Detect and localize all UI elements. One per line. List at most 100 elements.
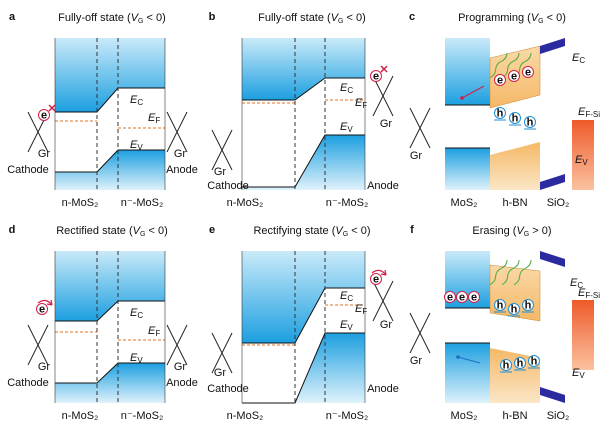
title-subscript: G: [524, 231, 529, 238]
photon-wave: [501, 260, 520, 286]
conduction-band: [55, 87, 165, 113]
energy-subscript: F: [155, 329, 160, 338]
energy-subscript: F-Si: [585, 110, 600, 119]
panel-letter: e: [209, 224, 215, 236]
energy-symbol: E: [148, 112, 156, 124]
title-text: Rectified state (: [56, 225, 133, 237]
region-label: h-BN: [502, 410, 527, 422]
blocked-mark: [380, 65, 388, 73]
energy-label: EC: [570, 277, 583, 290]
anode-label: Anode: [367, 383, 399, 395]
title-subscript: G: [140, 231, 145, 238]
energy-symbol: E: [572, 367, 580, 379]
conduction-region: [55, 251, 165, 321]
energy-symbol: E: [130, 94, 138, 106]
carrier-label: e: [459, 291, 465, 303]
energy-subscript: C: [137, 98, 143, 107]
title-variable: V: [331, 12, 340, 24]
title-text: Erasing (: [472, 225, 516, 237]
energy-label: EF: [148, 325, 160, 338]
energy-symbol: E: [130, 307, 138, 319]
conduction-region: [55, 38, 165, 112]
electrode-label: Gr: [380, 319, 393, 331]
carrier-label: e: [471, 291, 477, 303]
hbn-valence: [490, 142, 540, 190]
panel-title: Erasing (VG > 0): [472, 225, 551, 238]
si-region: [572, 120, 594, 190]
carrier-label: h: [525, 299, 532, 311]
energy-subscript: F: [155, 116, 160, 125]
energy-symbol: E: [578, 106, 586, 118]
region-label: n⁻-MoS₂: [121, 197, 163, 209]
energy-label: EC: [572, 52, 585, 65]
sio2-band: [540, 174, 565, 190]
energy-symbol: E: [355, 303, 363, 315]
panel-letter: f: [410, 224, 414, 236]
title-text: Rectifying state (: [253, 225, 335, 237]
energy-subscript: C: [579, 56, 585, 65]
carrier-label: e: [525, 66, 531, 78]
energy-symbol: E: [578, 287, 586, 299]
photon-wave: [501, 53, 520, 79]
energy-subscript: C: [137, 311, 143, 320]
region-label: n⁻-MoS₂: [326, 197, 368, 209]
transfer-arrow: [37, 299, 53, 306]
energy-label: EC: [340, 290, 353, 303]
title-variable: V: [335, 225, 344, 237]
title-subscript: G: [343, 231, 348, 238]
carrier-label: h: [517, 357, 524, 369]
carrier: [522, 299, 534, 311]
electrode-label: Gr: [410, 355, 423, 367]
graphene-cross: [372, 75, 394, 117]
energy-label: EF-Si: [578, 106, 600, 119]
title-rest: < 0): [344, 12, 366, 24]
carrier: [509, 112, 521, 124]
carrier: [468, 291, 480, 303]
carrier: [494, 107, 506, 119]
carrier: [456, 291, 468, 303]
energy-label: EV: [130, 352, 143, 365]
photon-wave: [489, 260, 508, 286]
carrier: [522, 66, 534, 78]
valence-region: [242, 135, 365, 190]
cathode-label: Cathode: [7, 164, 49, 176]
region-label: h-BN: [502, 197, 527, 209]
conduction-band: [242, 77, 365, 101]
energy-symbol: E: [148, 325, 156, 337]
energy-label: EV: [572, 367, 585, 380]
energy-symbol: E: [340, 82, 348, 94]
carrier-label: e: [39, 303, 45, 315]
title-rest: < 0): [348, 225, 370, 237]
energy-subscript: V: [347, 323, 353, 332]
conduction-band: [55, 300, 165, 322]
electrode-label: Gr: [174, 148, 187, 160]
panel-letter: b: [209, 11, 216, 23]
panel-title: Fully-off state (VG < 0): [258, 12, 366, 25]
carrier: [514, 357, 526, 369]
graphene-cross: [211, 332, 233, 374]
title-text: Fully-off state (: [58, 12, 131, 24]
energy-subscript: C: [347, 86, 353, 95]
region-label: SiO₂: [547, 410, 570, 422]
electrode-label: Gr: [410, 150, 423, 162]
energy-subscript: F-Si: [585, 291, 600, 300]
cathode-label: Cathode: [207, 180, 249, 192]
blocked-mark: [48, 104, 56, 112]
energy-symbol: E: [355, 97, 363, 109]
conduction-band: [242, 287, 365, 344]
carrier-label: h: [497, 107, 504, 119]
energy-subscript: C: [577, 281, 583, 290]
energy-symbol: E: [340, 290, 348, 302]
anode-label: Anode: [166, 377, 198, 389]
mos2-conduction: [445, 38, 490, 105]
graphene-cross: [211, 129, 233, 171]
title-subscript: G: [538, 18, 543, 25]
energy-label: EV: [130, 139, 143, 152]
energy-label: EV: [575, 154, 588, 167]
carrier: [370, 70, 382, 82]
sio2-band: [540, 251, 565, 267]
carrier-label: e: [511, 70, 517, 82]
